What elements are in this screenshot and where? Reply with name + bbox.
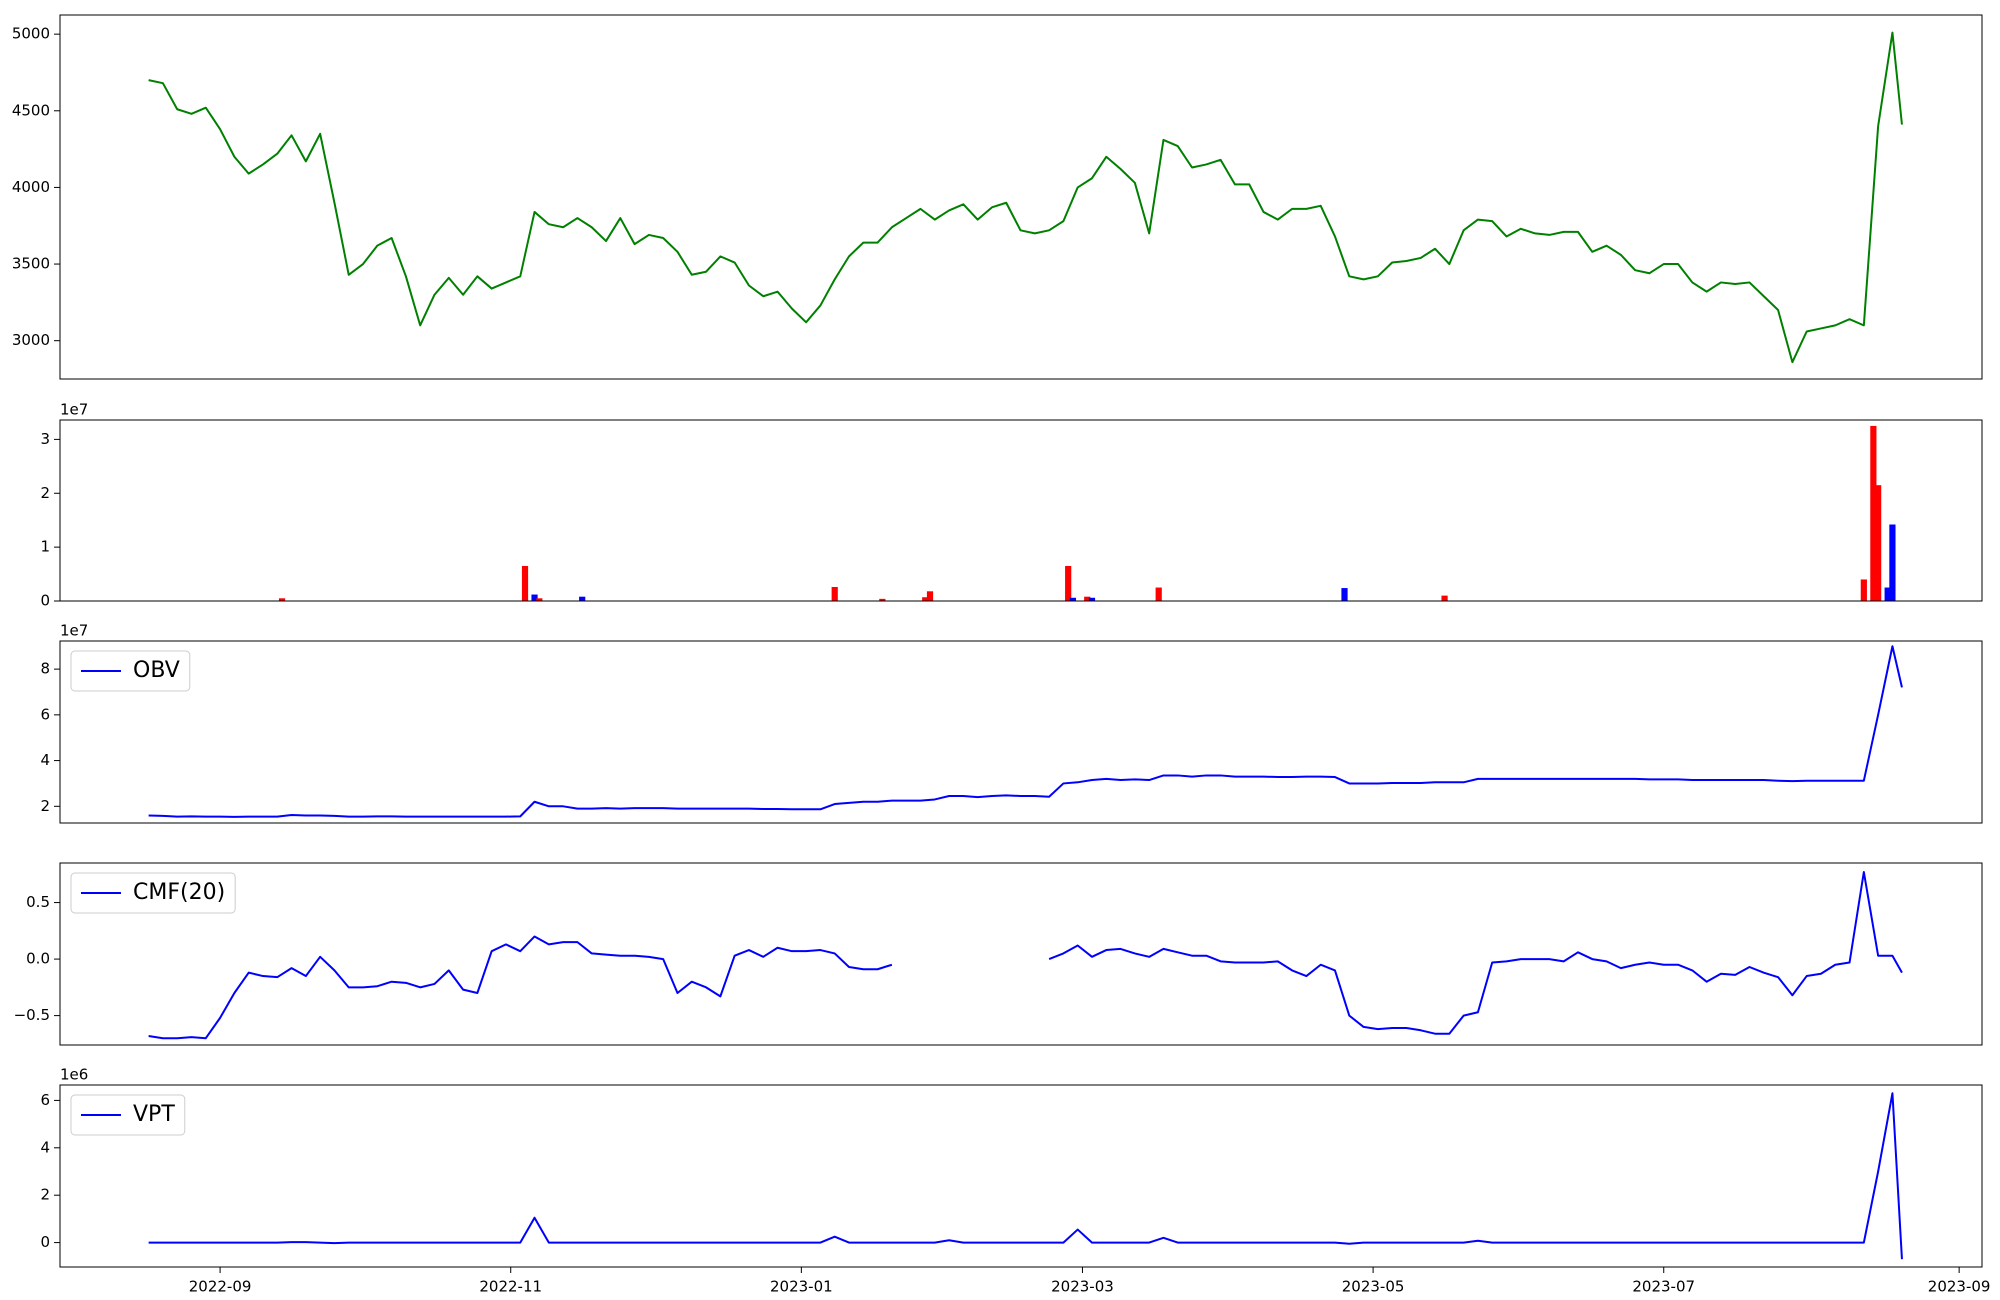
bar — [1088, 597, 1096, 601]
bar — [1884, 587, 1891, 601]
line — [148, 645, 1903, 818]
y-tick-label: 5000 — [12, 25, 50, 43]
y-tick-label: 6 — [40, 1091, 50, 1109]
bar — [1441, 595, 1448, 601]
legend-label: OBV — [133, 658, 180, 683]
x-tick-label: 2023-09 — [1928, 1278, 1991, 1296]
bar — [831, 586, 838, 601]
bar — [521, 565, 529, 601]
x-tick-label: 2022-09 — [189, 1278, 252, 1296]
bar — [879, 598, 886, 601]
bar — [531, 594, 538, 601]
y-tick-label: 4500 — [12, 101, 50, 119]
bar — [1870, 425, 1877, 601]
x-tick-label: 2023-01 — [770, 1278, 833, 1296]
bar — [922, 597, 929, 601]
y-tick-label: 4 — [40, 1138, 50, 1156]
bar — [278, 598, 286, 601]
bar — [1875, 485, 1882, 601]
y-tick-label: 3 — [40, 430, 50, 448]
axes-frame — [59, 14, 1983, 380]
legend-box — [70, 650, 191, 692]
x-tick-label: 2022-11 — [479, 1278, 542, 1296]
y-tick-label: 3000 — [12, 331, 50, 349]
axes-frame — [59, 1084, 1983, 1268]
axes-frame — [59, 862, 1983, 1046]
y-tick-label: 4 — [40, 751, 50, 769]
y-tick-label: 0 — [40, 592, 50, 610]
bar — [1341, 588, 1348, 601]
line — [148, 31, 1903, 364]
legend-label: VPT — [133, 1102, 175, 1127]
line — [1048, 871, 1903, 1035]
legend-label: CMF(20) — [133, 880, 225, 905]
x-tick-label: 2023-05 — [1342, 1278, 1405, 1296]
y-tick-label: 1 — [40, 538, 50, 556]
y-tick-label: −0.5 — [14, 1006, 50, 1024]
bar — [1860, 579, 1867, 601]
bar — [536, 598, 543, 601]
legend-box — [70, 1094, 186, 1136]
legend-box — [70, 872, 236, 914]
axes-frame — [59, 640, 1983, 824]
y-tick-label: 0 — [40, 1233, 50, 1251]
y-tick-label: 2 — [40, 484, 50, 502]
y-offset-label: 1e7 — [60, 622, 88, 640]
bar — [926, 591, 934, 601]
y-tick-label: 8 — [40, 660, 50, 678]
line — [148, 935, 893, 1040]
y-tick-label: 2 — [40, 797, 50, 815]
y-tick-label: 6 — [40, 705, 50, 723]
y-tick-label: 3500 — [12, 255, 50, 273]
axes-frame — [59, 419, 1983, 602]
y-tick-label: 0.0 — [26, 950, 50, 968]
bar — [1155, 587, 1162, 601]
x-tick-label: 2023-07 — [1632, 1278, 1695, 1296]
x-tick-label: 2023-03 — [1051, 1278, 1114, 1296]
bar — [1069, 597, 1077, 601]
y-offset-label: 1e7 — [60, 401, 88, 419]
y-offset-label: 1e6 — [60, 1066, 88, 1084]
y-tick-label: 0.5 — [26, 893, 50, 911]
line — [148, 1092, 1903, 1260]
bar — [1065, 565, 1072, 601]
y-tick-label: 2 — [40, 1186, 50, 1204]
bar — [1084, 596, 1091, 601]
bar — [1889, 524, 1896, 601]
y-tick-label: 4000 — [12, 178, 50, 196]
bar — [579, 596, 586, 601]
